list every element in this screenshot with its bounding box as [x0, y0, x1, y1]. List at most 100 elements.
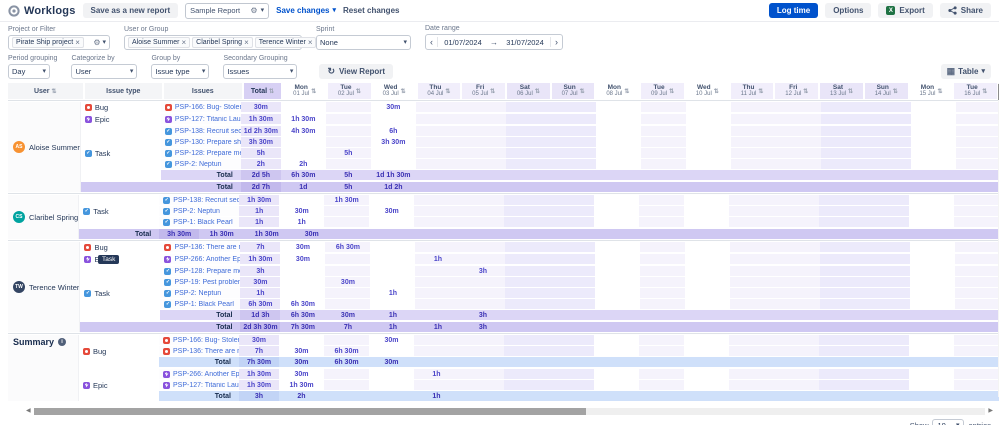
- chevron-down-icon[interactable]: ▾: [289, 68, 294, 75]
- column-header-date[interactable]: Mon 08 Jul: [596, 83, 642, 99]
- day-cell: 1d 2h: [384, 183, 403, 191]
- save-changes-button[interactable]: Save changes ▾: [276, 6, 336, 15]
- column-header-total[interactable]: Total: [243, 83, 284, 99]
- column-header-date[interactable]: Wed 10 Jul: [685, 83, 731, 99]
- scroll-right-icon[interactable]: ▶: [988, 408, 993, 414]
- share-button[interactable]: Share: [939, 3, 991, 18]
- column-header-date[interactable]: Tue 02 Jul: [328, 83, 373, 99]
- issue-link[interactable]: PSP-138: Recruit securi...: [173, 196, 240, 204]
- column-header-issues[interactable]: Issues: [164, 83, 244, 99]
- issue-link[interactable]: PSP-136: There are no ...: [173, 347, 239, 355]
- scroll-left-icon[interactable]: ◀: [26, 408, 31, 414]
- horizontal-scrollbar-thumb[interactable]: [34, 408, 586, 415]
- column-header-date[interactable]: Wed 03 Jul: [372, 83, 418, 99]
- chevron-down-icon[interactable]: ▾: [102, 39, 106, 46]
- issue-link[interactable]: PSP-266: Another Epic: [173, 370, 239, 378]
- column-header-date[interactable]: Fri 12 Jul: [775, 83, 821, 99]
- day-cell: [820, 266, 866, 276]
- day-cell: [604, 229, 649, 239]
- view-mode-select[interactable]: ▦ Table ▾: [940, 64, 991, 79]
- issue-link[interactable]: PSP-19: Pest problem.: [174, 278, 241, 286]
- issue-link[interactable]: PSP-166: Bug- Stolen r...: [173, 336, 239, 344]
- info-icon[interactable]: i: [58, 338, 67, 346]
- issue-link[interactable]: PSP-128: Prepare men...: [174, 149, 241, 157]
- user-cell: Summary i: [8, 335, 79, 401]
- chevron-down-icon[interactable]: ▾: [201, 68, 206, 75]
- issue-link[interactable]: PSP-127: Titanic Launch: [174, 115, 241, 123]
- day-cell: [280, 288, 326, 298]
- total-value-cell: 2d 3h 30m: [240, 322, 281, 332]
- chevron-down-icon[interactable]: ▾: [42, 68, 46, 75]
- column-header-date[interactable]: Thu 11 Jul: [730, 83, 776, 99]
- column-header-type[interactable]: Issue type: [84, 83, 165, 99]
- options-button[interactable]: Options: [825, 3, 872, 18]
- column-header-date[interactable]: Tue 09 Jul: [641, 83, 686, 99]
- remove-tag-icon[interactable]: ×: [181, 37, 187, 47]
- issue-link[interactable]: PSP-1: Black Pearl: [173, 218, 233, 226]
- report-name-select[interactable]: Sample Report ⚙ ▾: [185, 2, 270, 19]
- chevron-down-icon[interactable]: ▾: [129, 68, 134, 75]
- issue-link[interactable]: PSP-2: Neptun: [174, 289, 222, 297]
- column-header-user[interactable]: User: [8, 83, 85, 99]
- column-header-date[interactable]: Mon 15 Jul: [909, 83, 955, 99]
- categorize-by-select[interactable]: User ▾: [71, 64, 138, 79]
- column-header-date[interactable]: Sun 14 Jul: [864, 83, 910, 99]
- column-header-date[interactable]: Thu 04 Jul: [417, 83, 463, 99]
- next-period-icon[interactable]: ›: [550, 37, 562, 47]
- reset-changes-button[interactable]: Reset changes: [343, 6, 400, 15]
- day-cell: [594, 206, 640, 216]
- group-by-select[interactable]: Issue type ▾: [151, 64, 210, 79]
- column-header-date[interactable]: Mon 01 Jul: [283, 83, 329, 99]
- chevron-down-icon[interactable]: ▾: [403, 39, 407, 46]
- remove-tag-icon[interactable]: ×: [244, 37, 249, 47]
- issue-link[interactable]: PSP-136: There are no ...: [174, 243, 240, 251]
- column-header-date[interactable]: Fri 05 Jul: [462, 83, 507, 99]
- sprint-select[interactable]: None ▾: [316, 35, 411, 50]
- save-as-new-report-button[interactable]: Save as a new report: [82, 3, 179, 18]
- column-header-date[interactable]: Sun 07 Jul: [551, 83, 597, 99]
- project-filter-select[interactable]: Pirate Ship project × ⚙ ▾: [8, 35, 110, 50]
- day-cell: [549, 335, 594, 345]
- issue-link[interactable]: PSP-138: Recruit securi...: [174, 127, 241, 135]
- gear-icon[interactable]: ⚙: [250, 5, 258, 15]
- date-from-value[interactable]: 01/07/2024: [444, 37, 482, 47]
- day-cell: 5h: [325, 148, 371, 158]
- period-grouping-select[interactable]: Day ▾: [8, 64, 50, 79]
- remove-tag-icon[interactable]: ×: [307, 37, 313, 47]
- day-cell: [595, 322, 640, 332]
- issue-link[interactable]: PSP-166: Bug- Stolen r...: [174, 103, 241, 111]
- total-label: Total: [216, 171, 233, 179]
- row-total-cell: 5h: [240, 148, 281, 158]
- remove-tag-icon[interactable]: ×: [75, 37, 80, 47]
- day-cell: [325, 114, 371, 124]
- issue-link[interactable]: PSP-266: Another Epic: [174, 255, 241, 263]
- horizontal-scrollbar-track[interactable]: [34, 408, 985, 415]
- horizontal-scrollbar[interactable]: ◀ ▶: [26, 408, 993, 415]
- date-to-value[interactable]: 31/07/2024: [506, 37, 544, 47]
- issue-link[interactable]: PSP-1: Black Pearl: [174, 300, 234, 308]
- day-cell: [910, 288, 956, 298]
- date-range-picker[interactable]: ‹ 01/07/2024 → 31/07/2024 ›: [425, 34, 563, 50]
- export-button[interactable]: X Export: [878, 3, 933, 18]
- issue-link[interactable]: PSP-2: Neptun: [174, 160, 222, 168]
- gear-icon[interactable]: ⚙: [93, 37, 101, 47]
- secondary-grouping-select[interactable]: Issues ▾: [223, 64, 298, 79]
- issue-link[interactable]: PSP-127: Titanic Launch: [173, 381, 239, 389]
- day-cell: [549, 357, 594, 367]
- column-header-date[interactable]: Sat 06 Jul: [507, 83, 552, 99]
- day-cell: [460, 299, 506, 309]
- chevron-down-icon[interactable]: ▾: [260, 7, 265, 14]
- day-cell: 6h 30m: [290, 311, 315, 319]
- user-group-filter-select[interactable]: Aloise Summer × Claribel Spring × Terenc…: [124, 35, 331, 50]
- issue-link[interactable]: PSP-130: Prepare ship t...: [174, 138, 241, 146]
- log-time-button[interactable]: Log time: [768, 3, 819, 18]
- column-header-date[interactable]: Tue 16 Jul: [954, 83, 999, 99]
- column-header-date[interactable]: Sat 13 Jul: [820, 83, 865, 99]
- user-tag-label: Claribel Spring: [196, 39, 243, 46]
- view-report-button[interactable]: ↻ View Report: [319, 64, 394, 79]
- page-size-select[interactable]: 10 ▾: [932, 419, 965, 425]
- issue-link[interactable]: PSP-2: Neptun: [173, 207, 220, 215]
- issue-link[interactable]: PSP-128: Prepare men...: [174, 267, 240, 275]
- previous-period-icon[interactable]: ‹: [426, 37, 438, 47]
- worklog-table: UserIssue typeIssuesTotalMon01 JulTue02 …: [8, 83, 999, 401]
